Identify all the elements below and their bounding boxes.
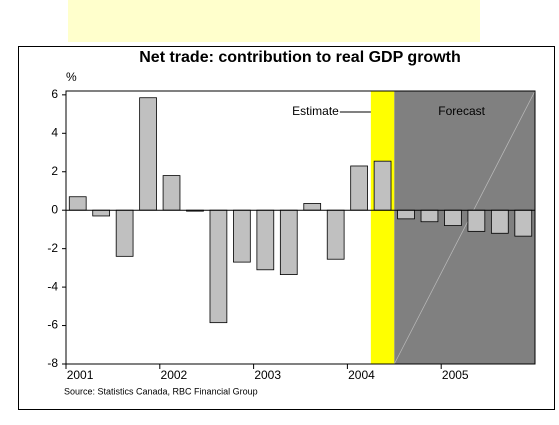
annotation: Forecast: [438, 104, 485, 118]
bar: [209, 209, 228, 324]
shading: [370, 90, 536, 365]
bar: [279, 209, 298, 276]
bar: [373, 160, 392, 211]
y-tick-label: -2: [47, 241, 58, 255]
bar: [115, 209, 134, 257]
shaded-region: [370, 91, 395, 364]
bar: [233, 209, 251, 263]
bar: [514, 209, 533, 237]
annotation: Estimate: [292, 104, 339, 118]
x-tick-label: 2002: [161, 368, 188, 382]
bar: [303, 203, 322, 211]
plot: [62, 90, 536, 369]
chart-title: Net trade: contribution to real GDP grow…: [139, 49, 461, 66]
bar: [420, 209, 439, 223]
y-tick-label: -8: [47, 356, 58, 370]
plot-frame: [65, 90, 536, 365]
x-tick-label: 2003: [254, 368, 281, 382]
bar: [397, 209, 415, 220]
header-band: [68, 0, 480, 42]
bar: [256, 209, 275, 271]
y-tick-label: 0: [51, 202, 58, 216]
y-tick-label: 2: [51, 164, 58, 178]
y-tick-label: 4: [51, 125, 58, 139]
bar: [92, 209, 111, 217]
y-tick-label: -6: [47, 318, 58, 332]
source-note: Source: Statistics Canada, RBC Financial…: [64, 386, 258, 396]
bar: [68, 196, 87, 211]
shade-diagonal: [393, 90, 536, 365]
bar: [490, 209, 509, 234]
bar: [444, 209, 462, 226]
bar: [162, 175, 181, 211]
bar: [326, 209, 345, 260]
x-tick-label: 2004: [348, 368, 375, 382]
bar: [467, 209, 486, 232]
bar: [139, 97, 157, 211]
y-tick-label: -4: [47, 279, 58, 293]
bar: [350, 165, 368, 211]
y-axis-label: %: [66, 70, 77, 84]
x-tick-label: 2005: [442, 368, 469, 382]
x-tick-label: 2001: [67, 368, 94, 382]
y-tick-label: 6: [51, 87, 58, 101]
